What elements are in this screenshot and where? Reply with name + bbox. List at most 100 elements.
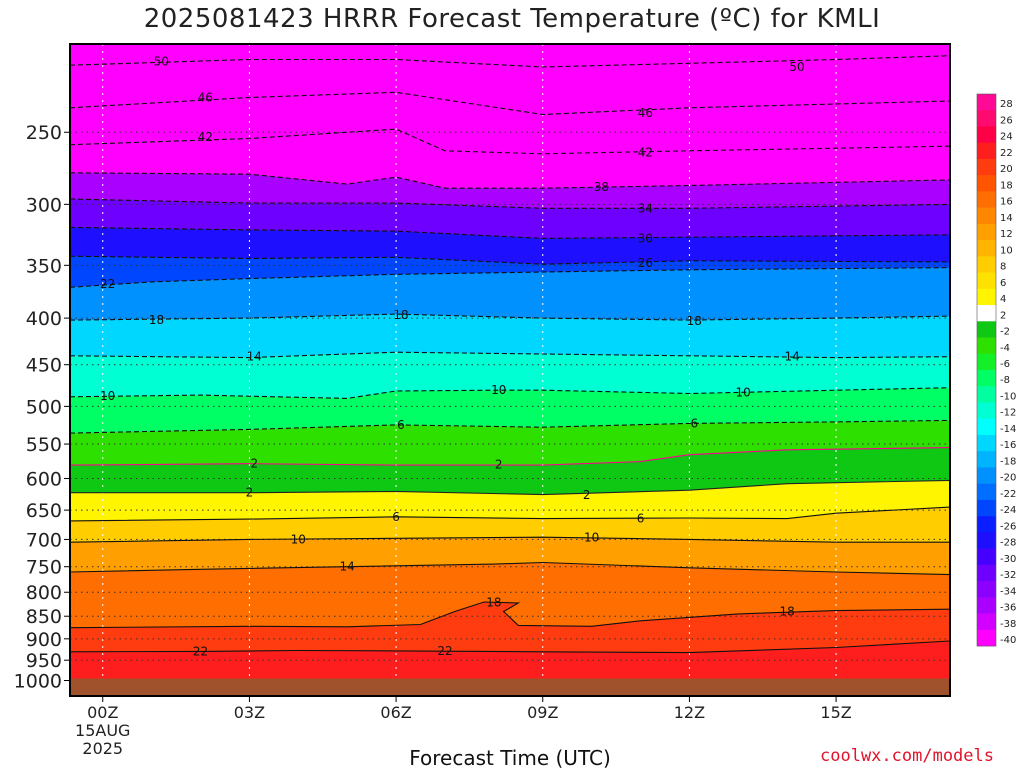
colorbar-swatch: [977, 158, 996, 176]
colorbar-label: -20: [1000, 473, 1016, 484]
y-tick-label: 800: [26, 582, 62, 604]
colorbar-swatch: [977, 305, 996, 322]
temperature-fill: [70, 44, 950, 696]
colorbar-swatch: [977, 386, 996, 403]
y-tick-label: 1000: [14, 670, 62, 692]
colorbar-label: -34: [1000, 586, 1016, 597]
contour-label: 10: [736, 386, 751, 400]
contour-6: [70, 506, 950, 522]
colorbar-label: 24: [1000, 132, 1013, 143]
chart-title: 2025081423 HRRR Forecast Temperature (ºC…: [143, 4, 881, 34]
x-tick-label: 12Z: [674, 703, 705, 722]
contour-label: 18: [149, 313, 164, 327]
colorbar-swatch: [977, 418, 996, 436]
contour--38: [70, 172, 950, 189]
colorbar-label: -38: [1000, 619, 1016, 630]
y-tick-label: 550: [26, 434, 62, 456]
y-tick-label: 850: [26, 606, 62, 628]
y-axis: 2503003504004505005506006507007508008509…: [14, 122, 70, 692]
x-tick-label: 15Z: [820, 703, 851, 722]
y-tick-label: 350: [26, 255, 62, 277]
colorbar-swatch: [977, 483, 996, 501]
colorbar-swatch: [977, 532, 996, 549]
colorbar-swatch: [977, 288, 996, 306]
contour-14: [70, 561, 950, 576]
colorbar-swatch: [977, 207, 996, 225]
contour-label: 50: [154, 54, 169, 68]
colorbar-label: 16: [1000, 197, 1013, 208]
contour-label: 10: [491, 383, 506, 397]
contour-label: 6: [392, 510, 400, 524]
y-tick-label: 300: [26, 194, 62, 216]
contour--46: [70, 91, 950, 116]
contour-label: 2: [495, 457, 503, 471]
contour-label: 10: [584, 531, 599, 545]
contour-label: 42: [638, 145, 653, 159]
contour-label: 2: [246, 486, 254, 500]
colorbar-label: 6: [1000, 278, 1006, 289]
contour--22: [70, 267, 950, 288]
x-tick-label: 06Z: [380, 703, 411, 722]
y-tick-label: 750: [26, 557, 62, 579]
y-tick-label: 600: [26, 468, 62, 490]
y-tick-label: 650: [26, 500, 62, 522]
contour--6: [70, 419, 950, 434]
x-axis-title: Forecast Time (UTC): [409, 746, 611, 770]
colorbar-swatch: [977, 175, 996, 192]
surface-rect: [70, 678, 950, 696]
contour-label: 2: [250, 457, 258, 471]
colorbar-label: -24: [1000, 505, 1016, 516]
colorbar-label: 8: [1000, 262, 1006, 273]
y-tick-label: 900: [26, 629, 62, 651]
contour-label: 10: [100, 389, 115, 403]
colorbar-label: 28: [1000, 99, 1013, 110]
contour-label: 14: [247, 350, 262, 364]
colorbar-swatch: [977, 223, 996, 241]
colorbar-swatch: [977, 370, 996, 387]
y-tick-label: 400: [26, 308, 62, 330]
colorbar-label: -40: [1000, 635, 1016, 646]
colorbar-swatch: [977, 516, 996, 533]
colorbar-swatch: [977, 499, 996, 517]
colorbar-swatch: [977, 142, 996, 160]
y-tick-label: 500: [26, 396, 62, 418]
contour--42: [70, 128, 950, 155]
surface-ground: [70, 678, 950, 696]
colorbar-swatch: [977, 451, 996, 468]
colorbar-label: -10: [1000, 391, 1016, 402]
colorbar-swatch: [977, 353, 996, 371]
colorbar-label: -32: [1000, 570, 1016, 581]
contour--10: [70, 387, 950, 399]
contour-label: 42: [198, 130, 213, 144]
colorbar-label: -16: [1000, 440, 1016, 451]
contour-label: 2: [583, 488, 591, 502]
contour-22: [70, 640, 950, 654]
contour-label: 18: [687, 314, 702, 328]
contour-label: 50: [789, 60, 804, 74]
y-tick-label: 450: [26, 355, 62, 377]
contour--18: [70, 313, 950, 321]
contour-label: 6: [637, 512, 645, 526]
colorbar-frame: [976, 93, 997, 647]
colorbar-label: 4: [1000, 294, 1006, 305]
colorbar-label: -22: [1000, 489, 1016, 500]
colorbar-swatch: [977, 272, 996, 290]
colorbar-swatch: [977, 321, 996, 338]
contour-18: [70, 601, 950, 629]
x-tick-sublabel: 2025: [82, 739, 123, 758]
y-tick-label: 250: [26, 122, 62, 144]
contour--2: [70, 447, 950, 466]
x-tick-label: 03Z: [234, 703, 265, 722]
contour-label: 18: [393, 308, 408, 322]
colorbar: 28 26 24 22 20 18 16 14 12 10 8 6 4 2 -2 -4 -6 -8 -10 -12 -1…: [976, 93, 1016, 647]
contour-label: 6: [397, 418, 405, 432]
contour-label: 18: [780, 605, 795, 619]
x-tick-sublabel: 15AUG: [75, 721, 130, 740]
colorbar-swatch: [977, 597, 996, 614]
colorbar-label: 26: [1000, 115, 1013, 126]
colorbar-swatch: [977, 94, 996, 111]
source-credit: coolwx.com/models: [820, 746, 994, 766]
